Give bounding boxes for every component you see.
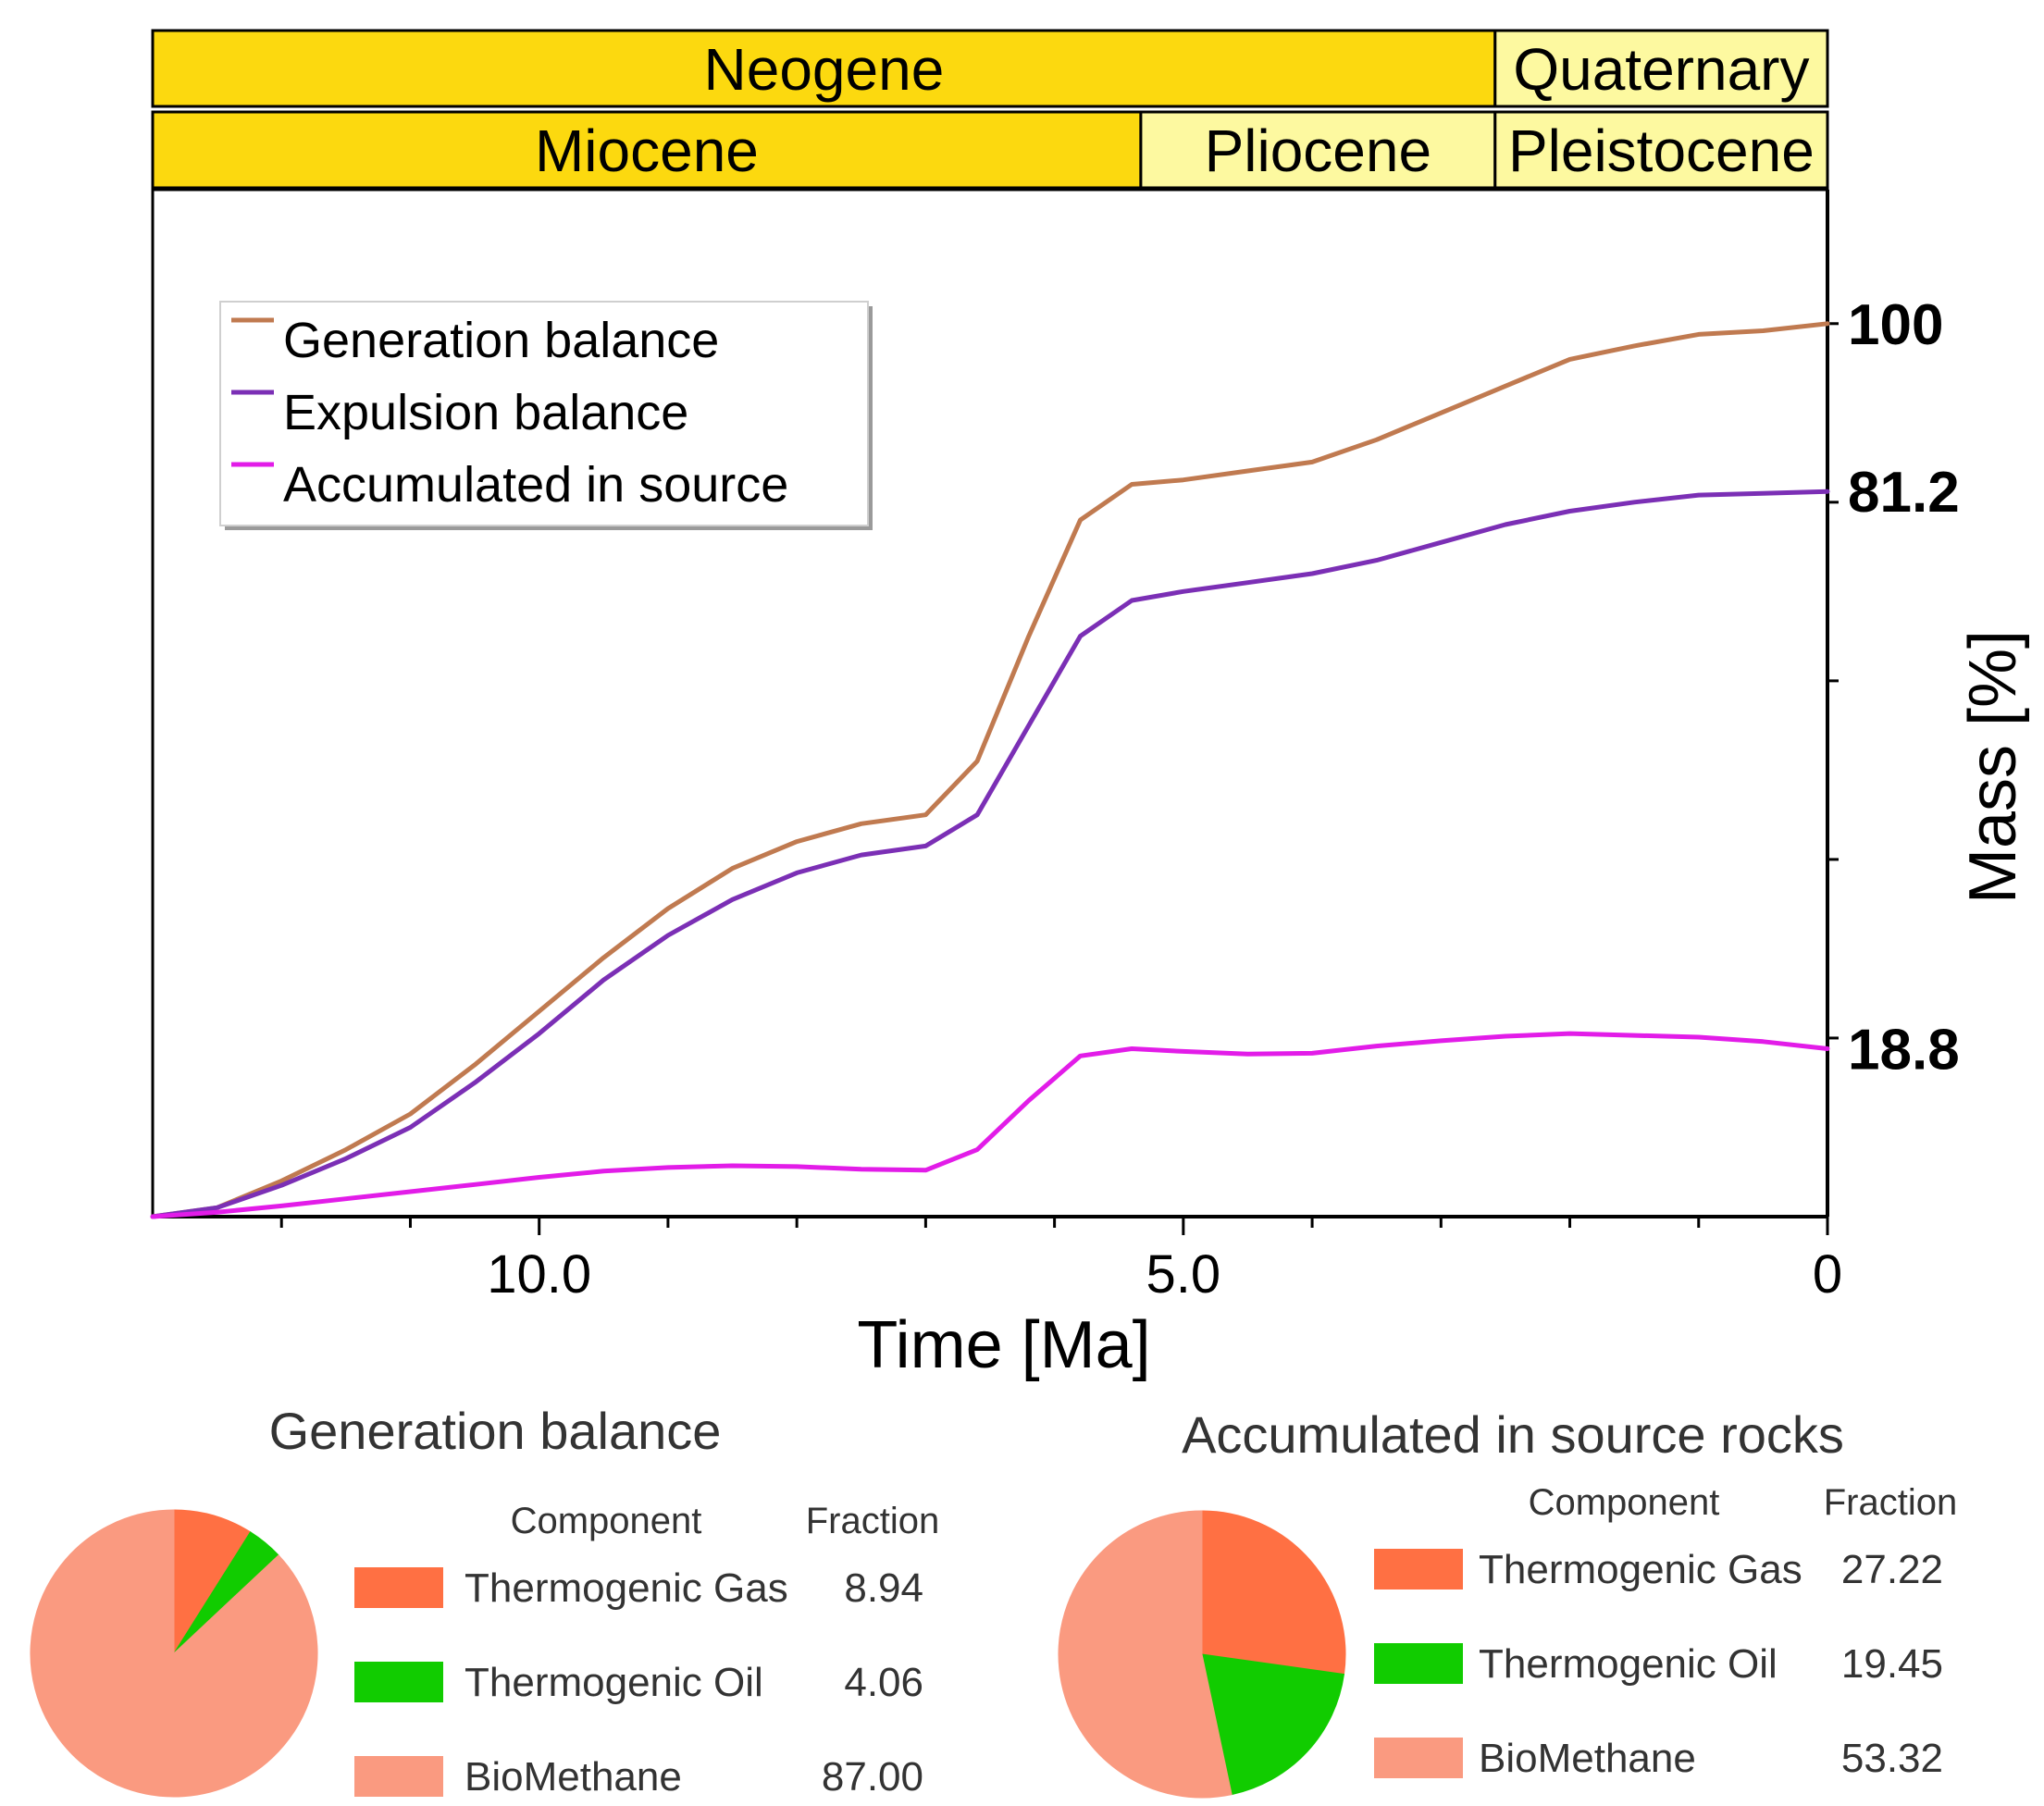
- pie-chart-accumulated-in-source-rocks: Accumulated in source rocks Component Frac…: [1058, 1405, 1958, 1799]
- pie-chart-generation-balance: Generation balance Component Fraction Therm…: [30, 1402, 940, 1800]
- table-value-thermogenic-oil: 4.06: [844, 1660, 923, 1705]
- pie-title: Generation balance: [269, 1402, 722, 1460]
- table-value-thermogenic-oil: 19.45: [1841, 1641, 1943, 1687]
- epoch-pleistocene-label: Pleistocene: [1508, 118, 1815, 184]
- table-label-biomethane: BioMethane: [1479, 1736, 1696, 1781]
- epoch-miocene-band: [151, 110, 1143, 190]
- table-header-fraction: Fraction: [806, 1501, 940, 1541]
- epoch-pliocene-label: Pliocene: [1205, 118, 1432, 184]
- series-line-accumulated-in-source: [150, 1031, 1830, 1219]
- pie-slice-thermogenic-oil: [1201, 1653, 1345, 1796]
- legend-label-generation-balance: Generation balance: [283, 313, 719, 368]
- legend-box: [219, 301, 869, 526]
- pie-slice-biomethane: [30, 1509, 318, 1798]
- table-label-biomethane: BioMethane: [465, 1754, 682, 1800]
- x-axis-title: Time [Ma]: [857, 1308, 1150, 1382]
- legend: Generation balance Expulsion balance Accum…: [219, 301, 873, 530]
- period-quaternary-band: [1493, 29, 1829, 108]
- end-value-label: 100: [1848, 293, 1943, 357]
- table-header-fraction: Fraction: [1824, 1482, 1958, 1523]
- period-quaternary-label: Quaternary: [1513, 36, 1809, 103]
- end-value-label: 81.2: [1848, 461, 1960, 525]
- table-swatch-thermogenic-gas: [354, 1567, 443, 1608]
- table-swatch-thermogenic-oil: [354, 1662, 443, 1702]
- pie-title: Accumulated in source rocks: [1182, 1405, 1844, 1464]
- geologic-timescale: Neogene Quaternary Miocene Pliocene Pleistoc…: [151, 29, 1829, 190]
- line-chart: 10.0 5.0 0 100 81.2 18.8 Time [Ma] Mass [%] Gen…: [150, 188, 2030, 1382]
- y-axis-title: Mass [%]: [1956, 630, 2030, 904]
- table-value-thermogenic-gas: 8.94: [844, 1565, 923, 1611]
- table-swatch-thermogenic-gas: [1374, 1549, 1463, 1590]
- table-label-thermogenic-oil: Thermogenic Oil: [1479, 1641, 1778, 1687]
- table-value-thermogenic-gas: 27.22: [1841, 1547, 1943, 1592]
- table-header-component: Component: [511, 1501, 702, 1541]
- pie-slice-biomethane: [1058, 1510, 1233, 1799]
- table-value-biomethane: 53.32: [1841, 1736, 1943, 1781]
- pie-slice-thermogenic-gas: [173, 1509, 252, 1655]
- table-swatch-biomethane: [354, 1756, 443, 1797]
- table-swatch-thermogenic-oil: [1374, 1643, 1463, 1684]
- table-value-biomethane: 87.00: [822, 1754, 923, 1800]
- plot-series: [150, 321, 1830, 1219]
- period-neogene-band: [151, 29, 1497, 108]
- table-label-thermogenic-gas: Thermogenic Gas: [465, 1565, 788, 1611]
- legend-label-accumulated-in-source: Accumulated in source: [283, 457, 788, 513]
- end-value-label: 18.8: [1848, 1019, 1960, 1082]
- pie-slice-thermogenic-gas: [1201, 1510, 1346, 1676]
- epoch-pliocene-band: [1139, 110, 1497, 190]
- plot-axes: 10.0 5.0 0 100 81.2 18.8 Time [Ma] Mass [%]: [153, 190, 2030, 1382]
- table-swatch-biomethane: [1374, 1738, 1463, 1778]
- legend-label-expulsion-balance: Expulsion balance: [283, 385, 688, 440]
- table-header-component: Component: [1529, 1482, 1720, 1523]
- x-tick-label: 10.0: [487, 1244, 591, 1305]
- epoch-pleistocene-band: [1493, 110, 1829, 190]
- epoch-miocene-label: Miocene: [535, 118, 759, 184]
- x-tick-label: 5.0: [1146, 1244, 1221, 1305]
- series-line-expulsion-balance: [150, 489, 1830, 1219]
- table-label-thermogenic-oil: Thermogenic Oil: [465, 1660, 763, 1705]
- series-line-generation-balance: [150, 321, 1830, 1219]
- table-label-thermogenic-gas: Thermogenic Gas: [1479, 1547, 1802, 1592]
- period-neogene-label: Neogene: [704, 36, 945, 103]
- x-tick-label: 0: [1813, 1244, 1842, 1305]
